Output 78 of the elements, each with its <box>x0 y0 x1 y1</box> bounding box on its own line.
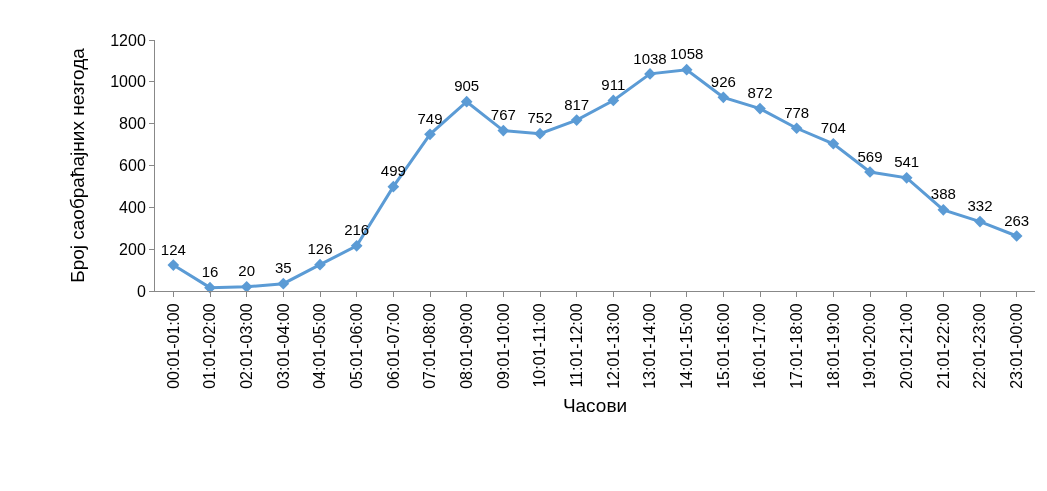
x-tick-label: 04:01-05:00 <box>311 303 329 389</box>
data-label: 332 <box>967 197 993 215</box>
data-label: 752 <box>527 109 553 127</box>
y-tick-label: 800 <box>119 115 146 133</box>
point <box>167 259 180 271</box>
x-tick-label: 14:01-15:00 <box>677 303 695 389</box>
point <box>680 63 693 76</box>
data-label: 499 <box>380 162 406 180</box>
data-label: 16 <box>201 263 219 281</box>
x-tick-label: 06:01-07:00 <box>384 303 402 389</box>
point <box>570 114 583 126</box>
point <box>387 180 400 193</box>
x-tick-label: 23:01-00:00 <box>1007 303 1025 389</box>
point <box>974 215 986 228</box>
x-tick-label: 22:01-23:00 <box>971 303 989 389</box>
point <box>827 137 840 150</box>
point <box>790 122 803 135</box>
data-label: 778 <box>784 103 810 121</box>
x-tick-label: 21:01-22:00 <box>934 303 952 389</box>
point <box>497 124 510 137</box>
y-tick-label: 600 <box>119 157 146 175</box>
y-tick-label: 400 <box>119 198 146 216</box>
data-label: 20 <box>238 262 256 280</box>
data-label: 1038 <box>633 49 667 67</box>
data-label: 126 <box>307 240 333 258</box>
data-label: 1058 <box>669 45 704 63</box>
data-label: 817 <box>564 95 590 113</box>
y-tick-label: 0 <box>136 282 146 300</box>
x-tick-label: 15:01-16:00 <box>714 303 732 389</box>
x-tick-label: 00:01-01:00 <box>164 303 182 389</box>
point <box>204 281 216 294</box>
point <box>937 203 950 216</box>
x-axis-title: Часови <box>562 394 628 416</box>
data-label: 124 <box>160 240 186 258</box>
data-label: 767 <box>490 106 516 124</box>
data-label: 704 <box>820 119 846 137</box>
x-tick-label: 03:01-04:00 <box>274 303 292 389</box>
data-label: 35 <box>274 259 292 277</box>
x-tick-label: 10:01-11:00 <box>531 303 549 388</box>
point <box>240 280 253 293</box>
x-tick-label: 11:01-12:00 <box>567 303 585 388</box>
x-tick-label: 17:01-18:00 <box>787 303 805 389</box>
x-tick-label: 20:01-21:00 <box>897 303 915 389</box>
x-tick-label: 18:01-19:00 <box>824 303 842 389</box>
point <box>424 128 436 141</box>
data-label: 872 <box>747 84 773 102</box>
point <box>350 239 363 252</box>
y-tick-label: 200 <box>119 240 146 258</box>
x-tick-label: 02:01-03:00 <box>237 303 255 389</box>
x-tick-label: 19:01-20:00 <box>861 303 879 389</box>
point <box>717 91 730 104</box>
data-label: 911 <box>601 76 626 94</box>
x-tick-label: 13:01-14:00 <box>641 303 659 389</box>
data-label: 926 <box>710 72 736 90</box>
data-label: 388 <box>930 185 956 203</box>
x-tick-label: 01:01-02:00 <box>201 303 219 389</box>
data-label: 263 <box>1004 211 1030 229</box>
x-tick-label: 05:01-06:00 <box>347 303 365 389</box>
x-tick-label: 16:01-17:00 <box>751 303 769 389</box>
data-label: 541 <box>894 153 920 171</box>
data-label: 905 <box>454 77 480 95</box>
x-tick-label: 09:01-10:00 <box>494 303 512 389</box>
x-tick-label: 07:01-08:00 <box>421 303 439 389</box>
point <box>1010 230 1023 242</box>
y-tick-label: 1000 <box>110 73 146 91</box>
point <box>900 171 913 184</box>
y-axis-title: Број саобраћајних незгода <box>67 47 89 283</box>
point <box>534 127 546 140</box>
point <box>607 94 620 107</box>
y-tick-label: 1200 <box>110 31 146 49</box>
point <box>277 277 290 290</box>
point <box>460 95 473 108</box>
point <box>314 258 326 271</box>
x-tick-label: 12:01-13:00 <box>604 303 622 389</box>
data-label: 569 <box>857 147 883 165</box>
x-tick-label: 08:01-09:00 <box>457 303 475 389</box>
data-label: 749 <box>417 109 443 127</box>
point <box>754 102 766 115</box>
